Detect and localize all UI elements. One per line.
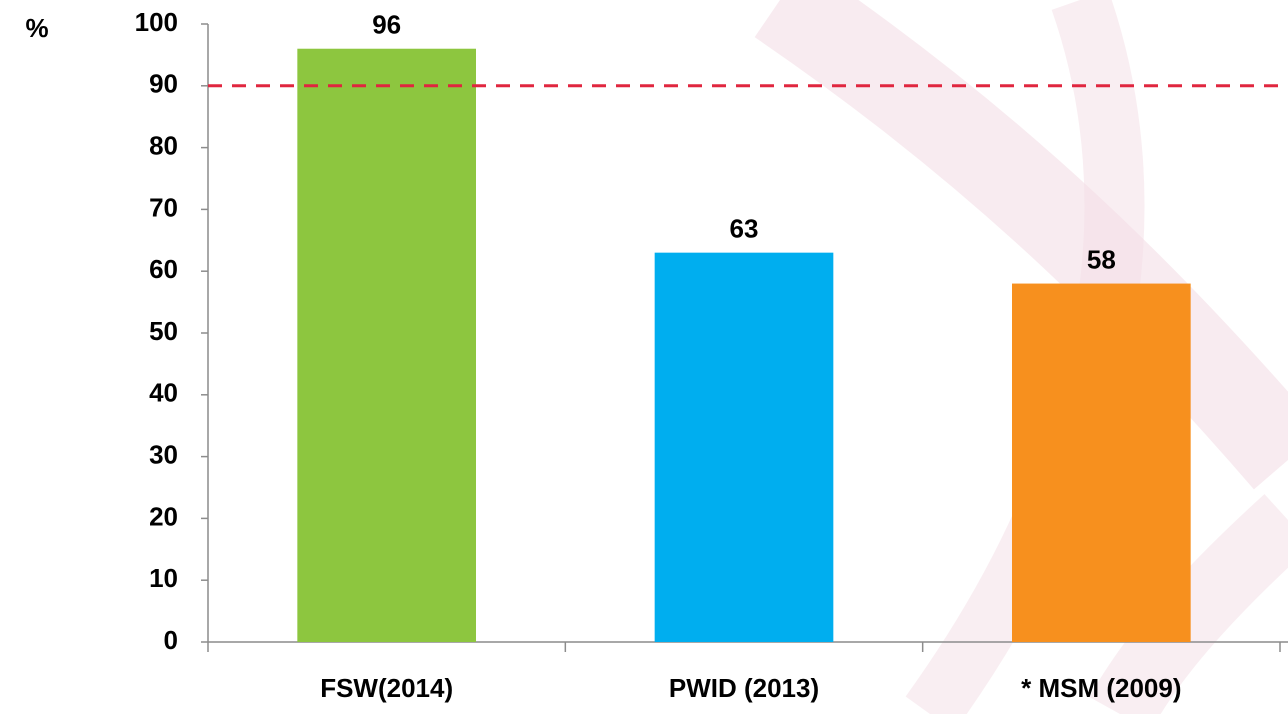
- y-tick-label: 20: [149, 501, 178, 531]
- data-label: 58: [1087, 244, 1116, 274]
- y-tick-label: 70: [149, 192, 178, 222]
- x-tick-label: FSW(2014): [320, 673, 453, 703]
- data-label: 96: [372, 10, 401, 40]
- bar: [1012, 284, 1191, 642]
- x-tick-label: PWID (2013): [669, 673, 819, 703]
- y-tick-label: 10: [149, 563, 178, 593]
- y-axis-label: %: [25, 13, 48, 43]
- y-tick-label: 0: [164, 625, 178, 655]
- y-tick-label: 50: [149, 316, 178, 346]
- chart: % 0 10 20 30 40 50 60 70 80 90 100 96 FSW(2014) 63 PWI…: [0, 0, 1288, 714]
- y-tick-label: 60: [149, 254, 178, 284]
- y-tick-label: 90: [149, 69, 178, 99]
- x-tick-label: * MSM (2009): [1021, 673, 1181, 703]
- data-label: 63: [730, 214, 759, 244]
- bar: [297, 49, 476, 642]
- y-tick-label: 80: [149, 130, 178, 160]
- y-tick-label: 40: [149, 378, 178, 408]
- y-tick-label: 100: [135, 7, 178, 37]
- bar: [655, 253, 834, 642]
- y-tick-label: 30: [149, 439, 178, 469]
